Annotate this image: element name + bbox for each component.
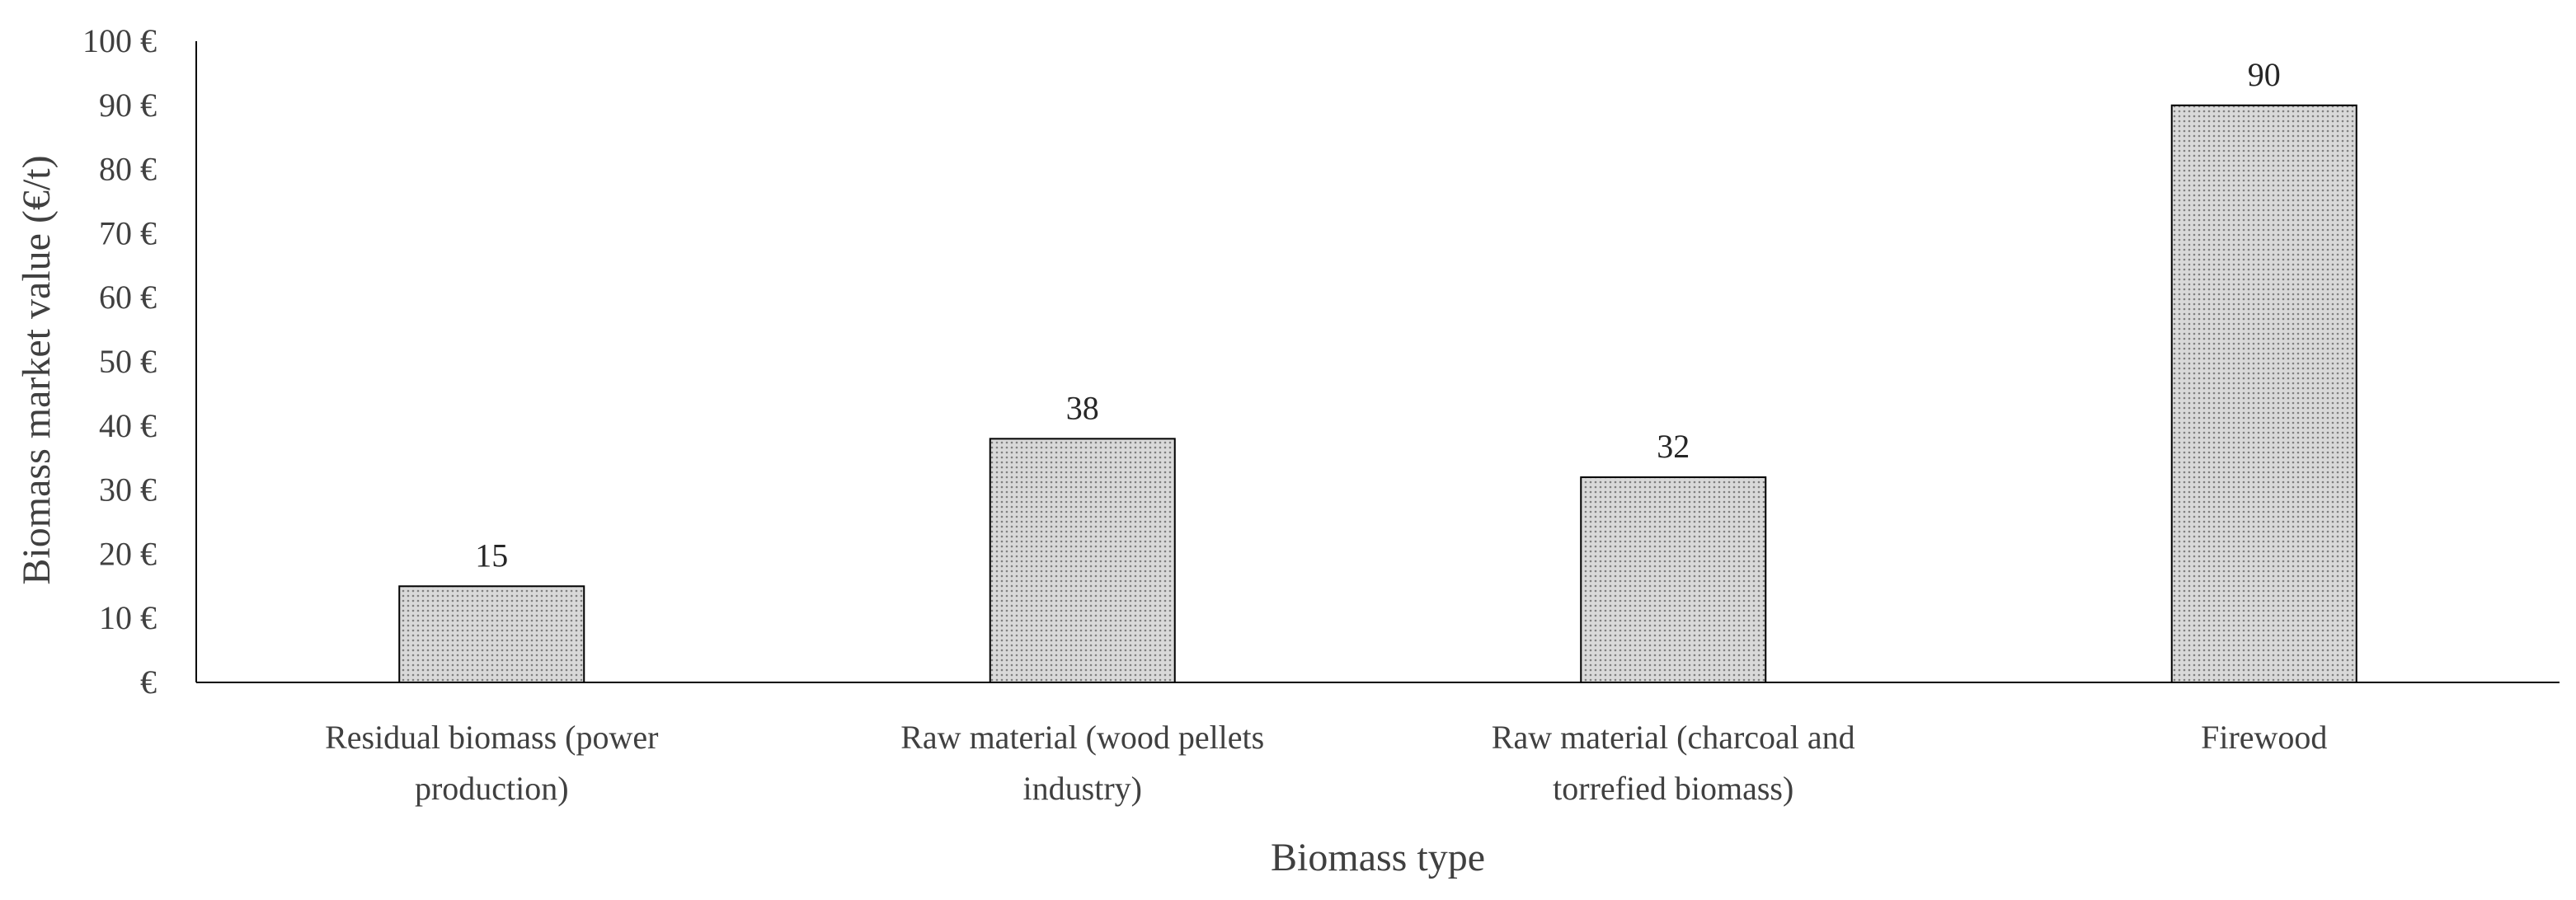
data-label: 32 [1657, 428, 1690, 465]
x-tick-label: Raw material (charcoal and torrefied biom… [1492, 719, 1855, 807]
y-tick-label: 30 € [99, 471, 157, 509]
x-tick-label: Firewood [2201, 719, 2327, 756]
y-tick-label: 90 € [99, 87, 157, 124]
bar [1580, 476, 1767, 683]
x-axis-title: Biomass type [1271, 836, 1485, 879]
bar [398, 585, 585, 683]
data-label: 15 [475, 537, 508, 574]
y-tick-label: 100 € [82, 22, 157, 59]
y-tick-label: € [140, 663, 157, 701]
data-label: 38 [1066, 389, 1099, 426]
y-tick-label: 20 € [99, 535, 157, 572]
y-tick-label: 40 € [99, 407, 157, 444]
data-labels: 15 38 32 90 [475, 56, 2281, 574]
y-axis-title: Biomass market value (€/t) [15, 155, 59, 584]
data-label: 90 [2248, 56, 2281, 93]
y-tick-label: 70 € [99, 214, 157, 251]
y-tick-label: 80 € [99, 151, 157, 188]
x-tick-label: Raw material (wood pellets industry) [900, 719, 1264, 807]
x-tick-label: Residual biomass (power production) [325, 719, 658, 807]
bars [398, 104, 2357, 684]
y-axis-ticks: €10 € 20 € 30 € 40 € 50 € 60 € 70 € 80 € 90 € 100… [82, 22, 157, 701]
bar [2170, 104, 2357, 684]
y-tick-label: 10 € [99, 599, 157, 636]
y-tick-label: 50 € [99, 343, 157, 380]
x-axis-tick-labels: Residual biomass (power production) Raw ma… [325, 719, 2327, 807]
y-tick-label: 60 € [99, 279, 157, 316]
bar [989, 438, 1176, 683]
